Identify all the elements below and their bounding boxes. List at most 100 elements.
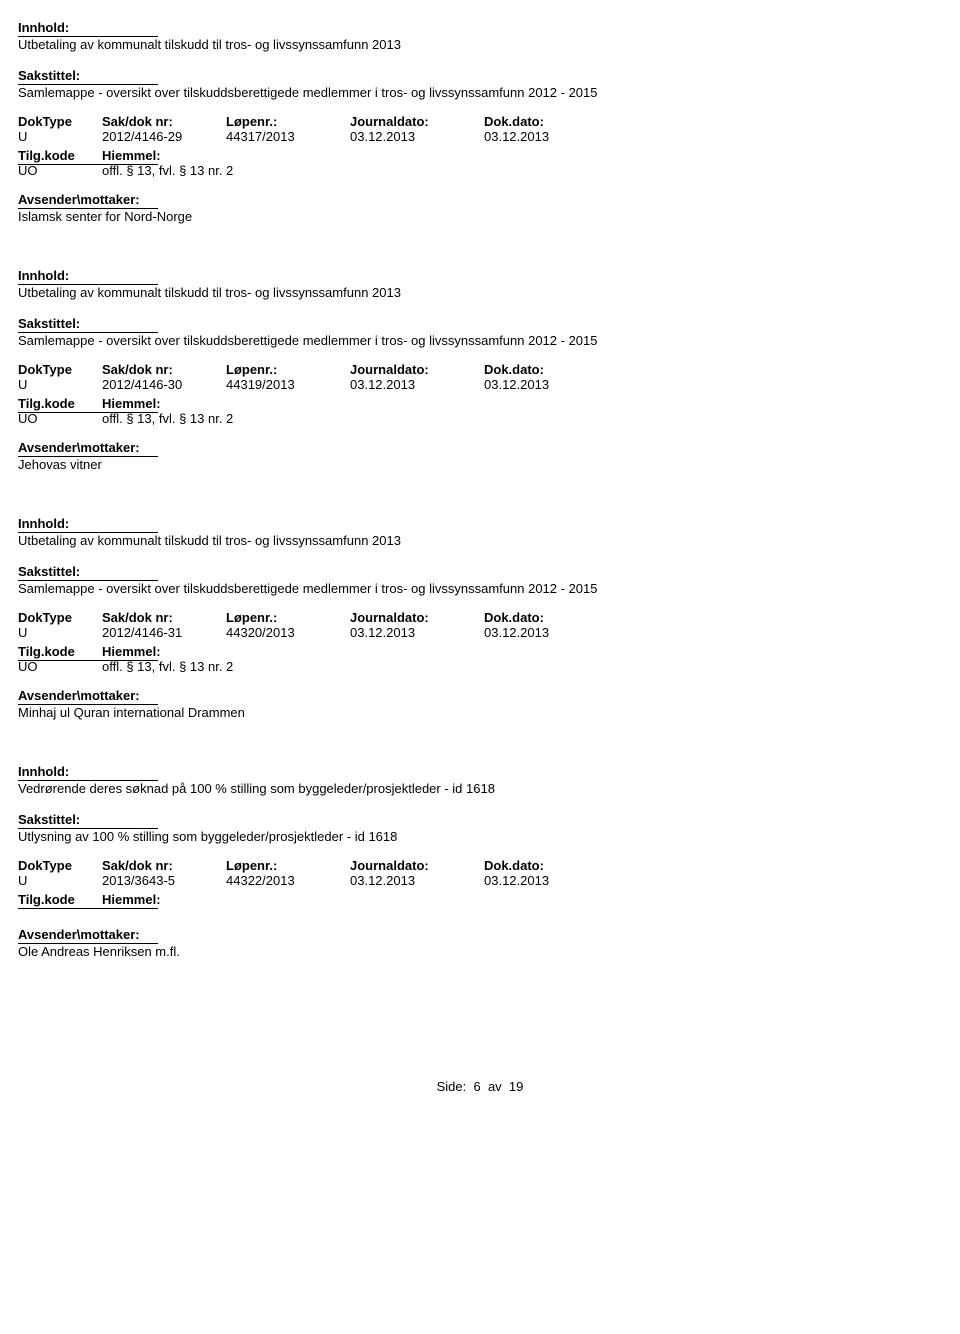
kode-grid: Tilg.kode Hiemmel: UO offl. § 13, fvl. §… bbox=[18, 644, 942, 674]
lopenr-label: Løpenr.: bbox=[226, 362, 346, 377]
innhold-label: Innhold: bbox=[18, 516, 942, 531]
sakstittel-label: Sakstittel: bbox=[18, 564, 942, 579]
avsender-value: Jehovas vitner bbox=[18, 457, 942, 472]
doktype-label: DokType bbox=[18, 362, 98, 377]
avsender-label: Avsender\mottaker: bbox=[18, 440, 140, 455]
avsender-value: Minhaj ul Quran international Drammen bbox=[18, 705, 942, 720]
footer-prefix: Side: bbox=[437, 1079, 467, 1094]
dokdato-value: 03.12.2013 bbox=[484, 129, 614, 144]
doktype-value: U bbox=[18, 625, 98, 640]
hiemmel-value: offl. § 13, fvl. § 13 nr. 2 bbox=[102, 411, 942, 426]
avsender-value: Ole Andreas Henriksen m.fl. bbox=[18, 944, 942, 959]
lopenr-value: 44317/2013 bbox=[226, 129, 346, 144]
hiemmel-label: Hiemmel: bbox=[102, 892, 942, 907]
sakstittel-label: Sakstittel: bbox=[18, 68, 942, 83]
innhold-section: Innhold: Vedrørende deres søknad på 100 … bbox=[18, 762, 942, 796]
innhold-label: Innhold: bbox=[18, 20, 942, 35]
innhold-value: Utbetaling av kommunalt tilskudd til tro… bbox=[18, 533, 942, 548]
journaldato-value: 03.12.2013 bbox=[350, 873, 480, 888]
journaldato-label: Journaldato: bbox=[350, 858, 480, 873]
metadata-grid: DokType Sak/dok nr: Løpenr.: Journaldato… bbox=[18, 362, 942, 392]
dokdato-value: 03.12.2013 bbox=[484, 873, 614, 888]
lopenr-value: 44322/2013 bbox=[226, 873, 346, 888]
sakstittel-label: Sakstittel: bbox=[18, 316, 942, 331]
journaldato-label: Journaldato: bbox=[350, 610, 480, 625]
innhold-label: Innhold: bbox=[18, 268, 942, 283]
innhold-label: Innhold: bbox=[18, 764, 942, 779]
sakdok-value: 2013/3643-5 bbox=[102, 873, 222, 888]
sakdok-value: 2012/4146-29 bbox=[102, 129, 222, 144]
dokdato-value: 03.12.2013 bbox=[484, 377, 614, 392]
sakdok-value: 2012/4146-31 bbox=[102, 625, 222, 640]
doktype-value: U bbox=[18, 129, 98, 144]
doktype-value: U bbox=[18, 377, 98, 392]
page-footer: Side: 6 av 19 bbox=[18, 1079, 942, 1114]
lopenr-value: 44319/2013 bbox=[226, 377, 346, 392]
doktype-label: DokType bbox=[18, 858, 98, 873]
innhold-section: Innhold: Utbetaling av kommunalt tilskud… bbox=[18, 18, 942, 52]
innhold-section: Innhold: Utbetaling av kommunalt tilskud… bbox=[18, 514, 942, 548]
avsender-label: Avsender\mottaker: bbox=[18, 927, 140, 942]
hiemmel-value: offl. § 13, fvl. § 13 nr. 2 bbox=[102, 163, 942, 178]
hiemmel-value: offl. § 13, fvl. § 13 nr. 2 bbox=[102, 659, 942, 674]
sakstittel-value: Samlemappe - oversikt over tilskuddsbere… bbox=[18, 581, 942, 596]
sender-section: Avsender\mottaker: Jehovas vitner bbox=[18, 438, 942, 472]
sakdok-label: Sak/dok nr: bbox=[102, 114, 222, 129]
sakstittel-label: Sakstittel: bbox=[18, 812, 942, 827]
innhold-value: Utbetaling av kommunalt tilskudd til tro… bbox=[18, 37, 942, 52]
sakdok-label: Sak/dok nr: bbox=[102, 610, 222, 625]
doktype-label: DokType bbox=[18, 610, 98, 625]
journaldato-label: Journaldato: bbox=[350, 114, 480, 129]
tilgkode-label: Tilg.kode bbox=[18, 644, 98, 659]
dokdato-label: Dok.dato: bbox=[484, 610, 614, 625]
records-list: Innhold: Utbetaling av kommunalt tilskud… bbox=[18, 18, 942, 959]
record: Innhold: Vedrørende deres søknad på 100 … bbox=[18, 762, 942, 959]
avsender-label: Avsender\mottaker: bbox=[18, 192, 140, 207]
sender-section: Avsender\mottaker: Ole Andreas Henriksen… bbox=[18, 925, 942, 959]
hiemmel-label: Hiemmel: bbox=[102, 644, 942, 659]
lopenr-value: 44320/2013 bbox=[226, 625, 346, 640]
sakstittel-value: Samlemappe - oversikt over tilskuddsbere… bbox=[18, 85, 942, 100]
innhold-value: Utbetaling av kommunalt tilskudd til tro… bbox=[18, 285, 942, 300]
metadata-grid: DokType Sak/dok nr: Løpenr.: Journaldato… bbox=[18, 858, 942, 888]
tilgkode-label: Tilg.kode bbox=[18, 892, 98, 907]
hiemmel-label: Hiemmel: bbox=[102, 396, 942, 411]
sender-section: Avsender\mottaker: Islamsk senter for No… bbox=[18, 190, 942, 224]
journaldato-label: Journaldato: bbox=[350, 362, 480, 377]
metadata-grid: DokType Sak/dok nr: Løpenr.: Journaldato… bbox=[18, 610, 942, 640]
dokdato-label: Dok.dato: bbox=[484, 362, 614, 377]
lopenr-label: Løpenr.: bbox=[226, 610, 346, 625]
sakstittel-value: Utlysning av 100 % stilling som byggeled… bbox=[18, 829, 942, 844]
record: Innhold: Utbetaling av kommunalt tilskud… bbox=[18, 514, 942, 720]
record: Innhold: Utbetaling av kommunalt tilskud… bbox=[18, 266, 942, 472]
footer-page: 6 bbox=[473, 1079, 480, 1094]
sakstittel-value: Samlemappe - oversikt over tilskuddsbere… bbox=[18, 333, 942, 348]
dokdato-label: Dok.dato: bbox=[484, 114, 614, 129]
journaldato-value: 03.12.2013 bbox=[350, 625, 480, 640]
doktype-value: U bbox=[18, 873, 98, 888]
kode-grid: Tilg.kode Hiemmel: UO offl. § 13, fvl. §… bbox=[18, 396, 942, 426]
avsender-label: Avsender\mottaker: bbox=[18, 688, 140, 703]
sakdok-label: Sak/dok nr: bbox=[102, 362, 222, 377]
sakstittel-section: Sakstittel: Samlemappe - oversikt over t… bbox=[18, 314, 942, 348]
avsender-value: Islamsk senter for Nord-Norge bbox=[18, 209, 942, 224]
tilgkode-value: UO bbox=[18, 659, 98, 674]
tilgkode-value: UO bbox=[18, 163, 98, 178]
lopenr-label: Løpenr.: bbox=[226, 858, 346, 873]
sakstittel-section: Sakstittel: Samlemappe - oversikt over t… bbox=[18, 562, 942, 596]
journaldato-value: 03.12.2013 bbox=[350, 129, 480, 144]
tilgkode-label: Tilg.kode bbox=[18, 148, 98, 163]
innhold-section: Innhold: Utbetaling av kommunalt tilskud… bbox=[18, 266, 942, 300]
metadata-grid: DokType Sak/dok nr: Løpenr.: Journaldato… bbox=[18, 114, 942, 144]
footer-sep: av bbox=[488, 1079, 502, 1094]
sender-section: Avsender\mottaker: Minhaj ul Quran inter… bbox=[18, 686, 942, 720]
sakstittel-section: Sakstittel: Utlysning av 100 % stilling … bbox=[18, 810, 942, 844]
kode-grid: Tilg.kode Hiemmel: UO offl. § 13, fvl. §… bbox=[18, 148, 942, 178]
footer-total: 19 bbox=[509, 1079, 523, 1094]
hiemmel-label: Hiemmel: bbox=[102, 148, 942, 163]
sakdok-label: Sak/dok nr: bbox=[102, 858, 222, 873]
sakstittel-section: Sakstittel: Samlemappe - oversikt over t… bbox=[18, 66, 942, 100]
tilgkode-value: UO bbox=[18, 411, 98, 426]
kode-grid: Tilg.kode Hiemmel: bbox=[18, 892, 942, 907]
lopenr-label: Løpenr.: bbox=[226, 114, 346, 129]
